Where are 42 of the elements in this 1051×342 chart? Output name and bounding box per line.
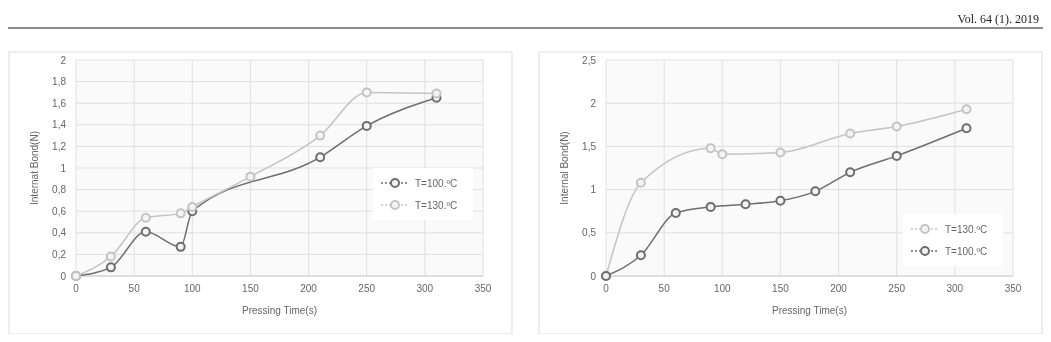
x-tick-label: 300	[946, 283, 964, 294]
y-tick-label: 1,4	[52, 119, 67, 131]
y-axis-title: Internat Bond(N)	[29, 131, 40, 205]
legend-label: T=130.ºC	[415, 200, 458, 211]
x-tick-label: 150	[242, 283, 260, 294]
y-tick-label: 0	[590, 270, 597, 282]
legend-label: T=130.ºC	[945, 224, 988, 235]
y-tick-label: 0	[60, 270, 67, 282]
legend-label: T=100.ºC	[945, 246, 988, 257]
x-axis-title: Pressing Time(s)	[771, 305, 848, 316]
x-tick-label: 300	[416, 283, 434, 294]
y-tick-label: 1,5	[582, 140, 597, 152]
text: Vol. 64 (1). 2019	[957, 12, 1039, 26]
x-tick-label: 100	[713, 283, 732, 294]
x-tick-label: 350	[1004, 283, 1022, 294]
x-tick-label: 250	[358, 283, 376, 294]
y-tick-label: 0,8	[52, 184, 67, 196]
x-tick-label: 150	[772, 283, 790, 294]
y-tick-label: 0,6	[52, 205, 67, 217]
y-tick-label: 1,2	[52, 140, 67, 152]
x-tick-label: 0	[603, 283, 610, 294]
x-tick-label: 50	[658, 283, 671, 294]
x-tick-label: 50	[128, 283, 141, 294]
y-tick-label: 1,6	[52, 97, 67, 109]
y-tick-label: 1	[60, 162, 67, 174]
x-tick-label: 0	[73, 283, 80, 294]
y-tick-label: 1,8	[52, 76, 67, 88]
x-tick-label: 200	[830, 283, 848, 294]
legend-label: T=100.ºC	[415, 178, 458, 189]
y-tick-label: 1	[590, 184, 597, 196]
x-axis-title: Pressing Time(s)	[241, 305, 318, 316]
y-tick-label: 0,4	[52, 227, 67, 239]
y-tick-label: 2	[590, 97, 597, 109]
x-tick-label: 250	[888, 283, 906, 294]
y-tick-label: 2	[60, 54, 67, 66]
y-tick-label: 2,5	[582, 54, 597, 66]
x-tick-label: 100	[183, 283, 202, 294]
y-tick-label: 0,5	[582, 227, 597, 239]
y-axis-title: Internal Bond(N)	[559, 131, 570, 205]
x-tick-label: 350	[474, 283, 492, 294]
y-tick-label: 0,2	[52, 248, 67, 260]
x-tick-label: 200	[300, 283, 318, 294]
